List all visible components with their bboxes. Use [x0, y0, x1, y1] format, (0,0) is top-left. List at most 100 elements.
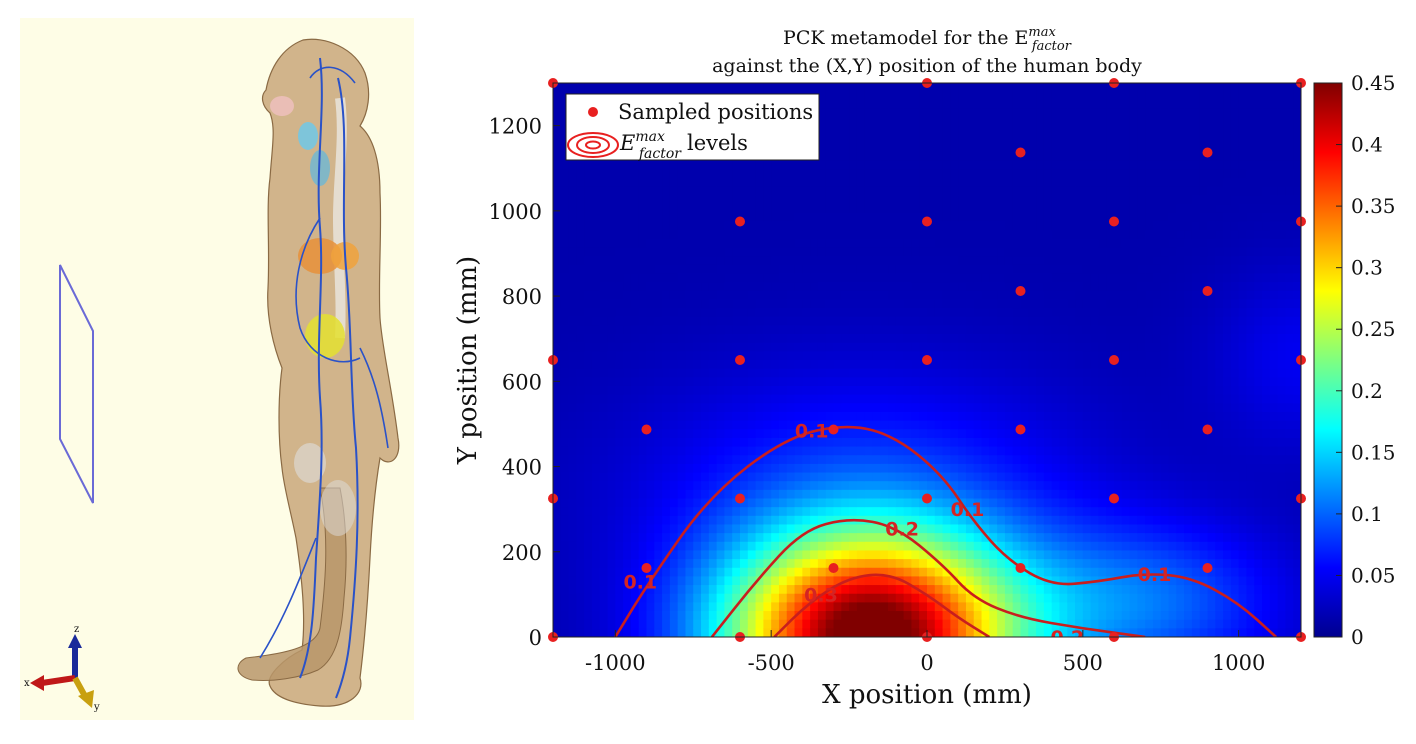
heatmap-cell — [623, 178, 632, 188]
heatmap-cell — [701, 221, 710, 231]
heatmap-cell — [1152, 186, 1162, 197]
heatmap-cell — [584, 420, 593, 430]
heatmap-cell — [747, 308, 757, 318]
heatmap-cell — [1067, 403, 1076, 413]
heatmap-cell — [591, 334, 601, 344]
heatmap-cell — [825, 515, 835, 526]
heatmap-cell — [1082, 160, 1092, 171]
heatmap-cell — [872, 585, 881, 595]
heatmap-cell — [942, 247, 951, 257]
heatmap-cell — [677, 463, 687, 474]
heatmap-cell — [669, 360, 679, 370]
heatmap-cell — [880, 351, 889, 361]
heatmap-cell — [1059, 507, 1068, 517]
heatmap-cell — [958, 368, 967, 378]
heatmap-cell — [1082, 411, 1092, 422]
heatmap-cell — [1059, 403, 1068, 413]
heatmap-cell — [1098, 334, 1107, 344]
heatmap-cell — [615, 420, 624, 430]
heatmap-cell — [685, 489, 694, 500]
heatmap-cell — [950, 238, 959, 249]
heatmap-cell — [973, 455, 983, 465]
heatmap-cell — [677, 619, 687, 629]
heatmap-cell — [934, 334, 944, 344]
heatmap-cell — [919, 515, 928, 526]
heatmap-cell — [919, 524, 928, 534]
heatmap-cell — [942, 472, 951, 482]
heatmap-cell — [747, 515, 757, 526]
heatmap-cell — [778, 611, 788, 621]
heatmap-cell — [802, 394, 811, 404]
heatmap-cell — [654, 455, 663, 465]
heatmap-cell — [911, 429, 920, 439]
heatmap-cell — [864, 541, 874, 552]
heatmap-cell — [833, 463, 842, 474]
heatmap-cell — [794, 411, 803, 422]
heatmap-cell — [833, 299, 842, 309]
heatmap-cell — [817, 472, 827, 482]
heatmap-cell — [1106, 559, 1115, 569]
heatmap-cell — [794, 489, 803, 500]
heatmap-cell — [732, 429, 741, 439]
heatmap-cell — [965, 238, 975, 249]
heatmap-cell — [1004, 585, 1014, 595]
heatmap-cell — [1059, 515, 1068, 526]
heatmap-cell — [1051, 550, 1061, 560]
heatmap-cell — [1098, 204, 1107, 214]
heatmap-cell — [989, 238, 998, 249]
heatmap-cell — [662, 83, 671, 93]
heatmap-cell — [934, 507, 944, 517]
heatmap-cell — [1137, 212, 1146, 223]
heatmap-cell — [973, 238, 983, 249]
heatmap-cell — [958, 299, 967, 309]
heatmap-cell — [701, 585, 710, 595]
heatmap-cell — [740, 316, 749, 326]
heatmap-cell — [903, 83, 913, 93]
heatmap-cell — [1020, 550, 1029, 560]
heatmap-cell — [864, 282, 874, 292]
heatmap-cell — [1004, 299, 1014, 309]
heatmap-cell — [919, 264, 928, 275]
heatmap-cell — [880, 91, 889, 101]
heatmap-cell — [981, 308, 990, 318]
heatmap-cell — [849, 455, 858, 465]
heatmap-cell — [942, 186, 951, 197]
heatmap-cell — [1051, 290, 1061, 301]
heatmap-cell — [849, 221, 858, 231]
heatmap-cell — [919, 394, 928, 404]
heatmap-cell — [942, 489, 951, 500]
heatmap-cell — [1145, 541, 1154, 552]
heatmap-cell — [1145, 100, 1154, 110]
heatmap-cell — [911, 195, 920, 205]
heatmap-cell — [615, 342, 624, 352]
heatmap-cell — [888, 472, 897, 482]
heatmap-cell — [934, 221, 944, 231]
heatmap-cell — [1098, 455, 1107, 465]
heatmap-cell — [880, 247, 889, 257]
heatmap-cell — [849, 91, 858, 101]
heatmap-cell — [1020, 351, 1029, 361]
heatmap-cell — [1067, 585, 1076, 595]
heatmap-cell — [825, 308, 835, 318]
heatmap-cell — [755, 160, 764, 171]
heatmap-cell — [693, 567, 702, 578]
heatmap-cell — [864, 290, 874, 301]
heatmap-cell — [630, 628, 640, 637]
heatmap-cell — [638, 282, 648, 292]
heatmap-cell — [825, 455, 835, 465]
heatmap-cell — [833, 134, 842, 145]
heatmap-cell — [669, 420, 679, 430]
heatmap-cell — [965, 351, 975, 361]
heatmap-cell — [895, 533, 905, 543]
heatmap-cell — [1036, 221, 1045, 231]
heatmap-cell — [1051, 377, 1061, 387]
heatmap-cell — [693, 541, 702, 552]
heatmap-cell — [911, 628, 920, 637]
heatmap-cell — [1114, 308, 1123, 318]
heatmap-cell — [630, 186, 640, 197]
heatmap-cell — [965, 533, 975, 543]
heatmap-cell — [958, 411, 967, 422]
heatmap-cell — [1129, 360, 1138, 370]
heatmap-cell — [584, 489, 593, 500]
heatmap-cell — [599, 619, 609, 629]
